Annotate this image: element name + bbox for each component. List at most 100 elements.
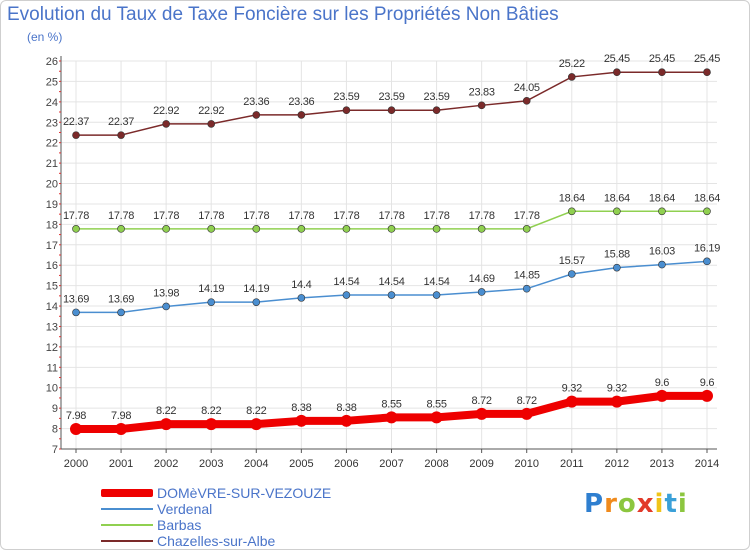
legend-label: DOMèVRE-SUR-VEZOUZE xyxy=(157,485,332,501)
x-tick-label: 2011 xyxy=(560,458,584,470)
y-tick-label: 23 xyxy=(46,117,58,129)
y-tick-label: 24 xyxy=(46,97,58,109)
y-tick-label: 22 xyxy=(46,138,58,150)
data-label: 17.78 xyxy=(288,210,314,222)
y-tick-label: 16 xyxy=(46,260,58,272)
data-label: 7.98 xyxy=(111,410,131,422)
data-point xyxy=(72,131,80,139)
logo-letter: r xyxy=(604,489,618,519)
data-label: 13.69 xyxy=(108,293,134,305)
data-label: 24.05 xyxy=(514,82,540,94)
data-label: 15.88 xyxy=(604,249,630,261)
x-tick-label: 2007 xyxy=(379,458,403,470)
x-tick-label: 2000 xyxy=(64,458,88,470)
data-label: 16.19 xyxy=(694,242,720,254)
y-tick-label: 17 xyxy=(46,240,58,252)
data-point xyxy=(430,411,443,424)
data-point xyxy=(477,288,486,296)
data-label: 14.19 xyxy=(198,283,224,295)
data-point xyxy=(432,291,441,299)
data-label: 8.38 xyxy=(291,402,311,414)
data-point xyxy=(658,260,666,269)
legend-label: Verdenal xyxy=(157,501,213,517)
unit-label: (en %) xyxy=(27,30,63,44)
data-label: 14.69 xyxy=(469,273,495,285)
x-tick-label: 2006 xyxy=(334,458,358,470)
data-label: 9.32 xyxy=(562,383,582,395)
data-label: 23.36 xyxy=(243,96,269,108)
data-point xyxy=(477,101,486,110)
data-label: 18.64 xyxy=(649,192,675,204)
data-label: 22.37 xyxy=(108,116,134,128)
data-point xyxy=(387,106,396,115)
y-tick-label: 25 xyxy=(46,76,58,88)
data-point xyxy=(207,298,216,306)
legend-swatch xyxy=(101,540,153,542)
data-point xyxy=(522,225,531,233)
data-point xyxy=(567,73,576,81)
data-point xyxy=(520,407,533,420)
data-point xyxy=(117,308,125,317)
y-tick-label: 7 xyxy=(52,444,58,456)
data-label: 23.59 xyxy=(378,91,404,103)
data-label: 22.92 xyxy=(153,105,179,117)
data-point xyxy=(385,411,398,424)
legend-swatch xyxy=(101,489,153,497)
data-label: 16.03 xyxy=(649,246,675,258)
y-tick-label: 20 xyxy=(46,179,58,191)
data-point xyxy=(342,225,351,233)
data-label: 17.78 xyxy=(153,210,179,222)
data-point xyxy=(115,422,128,435)
data-point xyxy=(297,111,306,119)
data-label: 9.6 xyxy=(700,377,715,389)
y-tick-label: 18 xyxy=(46,219,58,231)
data-label: 15.57 xyxy=(559,255,585,267)
data-point xyxy=(477,225,486,233)
y-tick-label: 26 xyxy=(46,56,58,68)
data-label: 18.64 xyxy=(559,192,585,204)
data-label: 9.6 xyxy=(655,377,670,389)
data-point xyxy=(567,207,576,216)
data-point xyxy=(475,407,488,420)
data-point xyxy=(297,294,306,302)
y-tick-label: 10 xyxy=(46,383,58,395)
data-point xyxy=(658,68,666,77)
data-point xyxy=(295,414,308,427)
data-label: 14.85 xyxy=(514,270,540,282)
data-label: 18.64 xyxy=(604,192,630,204)
data-label: 14.19 xyxy=(243,283,269,295)
data-label: 17.78 xyxy=(469,210,495,222)
data-label: 23.59 xyxy=(333,91,359,103)
data-label: 13.98 xyxy=(153,287,179,299)
data-label: 8.22 xyxy=(246,405,266,417)
y-tick-label: 8 xyxy=(52,424,58,436)
x-tick-label: 2005 xyxy=(289,458,313,470)
data-label: 17.78 xyxy=(243,210,269,222)
data-label: 8.22 xyxy=(156,405,176,417)
data-label: 25.45 xyxy=(649,53,675,65)
y-tick-label: 11 xyxy=(47,362,58,374)
data-label: 17.78 xyxy=(424,210,450,222)
data-point xyxy=(613,263,621,272)
data-label: 25.22 xyxy=(559,58,585,70)
data-label: 8.55 xyxy=(381,398,401,410)
x-tick-label: 2002 xyxy=(154,458,178,470)
data-label: 7.98 xyxy=(66,410,86,422)
data-point xyxy=(70,422,82,435)
data-point xyxy=(205,418,218,431)
proxiti-logo: Proxiti xyxy=(584,489,688,519)
data-label: 23.36 xyxy=(288,96,314,108)
data-point xyxy=(703,257,711,266)
data-label: 17.78 xyxy=(108,210,134,222)
data-point xyxy=(207,225,216,233)
data-label: 14.54 xyxy=(333,276,359,288)
data-label: 23.59 xyxy=(424,91,450,103)
y-tick-label: 12 xyxy=(46,342,58,354)
x-tick-label: 2004 xyxy=(244,458,268,470)
data-label: 13.69 xyxy=(63,293,89,305)
y-tick-label: 21 xyxy=(46,158,58,170)
data-point xyxy=(701,389,713,402)
data-point xyxy=(610,395,623,408)
